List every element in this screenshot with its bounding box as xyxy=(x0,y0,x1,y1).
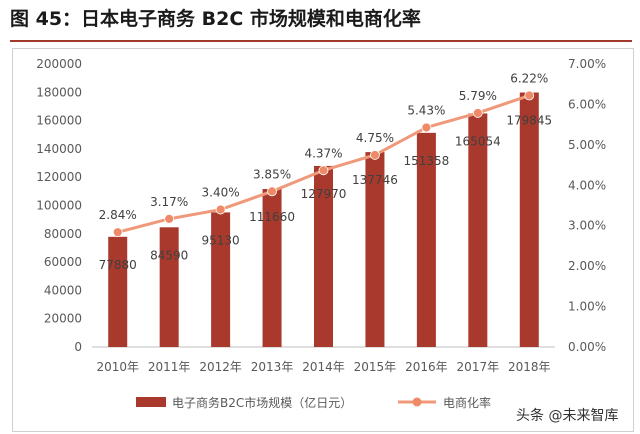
rate-point xyxy=(524,90,535,101)
legend-line-marker xyxy=(412,397,422,407)
x-tick-label: 2014年 xyxy=(302,360,345,374)
y-right-tick-label: 5.00% xyxy=(568,138,606,152)
chart-frame xyxy=(12,48,634,432)
rate-value-label: 3.17% xyxy=(150,195,188,209)
y-left-tick-label: 100000 xyxy=(36,199,82,213)
rate-point xyxy=(370,150,380,160)
y-right-tick-label: 1.00% xyxy=(568,300,606,314)
rate-value-label: 3.40% xyxy=(202,186,240,200)
legend-line-label: 电商化率 xyxy=(443,395,491,410)
bar xyxy=(468,113,488,347)
y-left-tick-label: 40000 xyxy=(44,283,82,297)
rate-value-label: 3.85% xyxy=(253,167,291,181)
x-tick-label: 2012年 xyxy=(199,360,242,374)
bar xyxy=(211,212,231,347)
bar-value-label: 84590 xyxy=(150,248,188,262)
bar xyxy=(108,236,128,347)
rate-point xyxy=(164,213,175,224)
y-left-tick-label: 80000 xyxy=(44,227,82,241)
rate-value-label: 2.84% xyxy=(99,208,137,222)
y-right-tick-label: 2.00% xyxy=(568,259,606,273)
y-right-tick-label: 6.00% xyxy=(568,97,606,111)
y-right-tick-label: 0.00% xyxy=(568,340,606,354)
y-left-tick-label: 200000 xyxy=(36,57,82,71)
x-tick-label: 2018年 xyxy=(508,360,551,374)
bar-value-label: 151358 xyxy=(403,154,449,168)
x-tick-label: 2016年 xyxy=(405,360,448,374)
rate-value-label: 5.79% xyxy=(459,89,497,103)
y-left-tick-label: 160000 xyxy=(36,114,82,128)
bar-value-label: 165054 xyxy=(455,134,501,148)
bar-value-label: 111660 xyxy=(249,210,295,224)
rate-point xyxy=(421,122,432,133)
x-tick-label: 2010年 xyxy=(96,360,139,374)
watermark: 头条 @未来智库 xyxy=(513,405,622,425)
rate-point xyxy=(472,108,483,118)
y-right-tick-label: 4.00% xyxy=(568,178,606,192)
bar-value-label: 95130 xyxy=(202,233,240,247)
rate-point xyxy=(112,227,123,238)
title-divider xyxy=(10,40,632,42)
bar xyxy=(416,132,436,347)
rate-point xyxy=(318,165,329,176)
rate-value-label: 4.75% xyxy=(356,131,394,145)
rate-point xyxy=(267,186,277,197)
rate-value-label: 6.22% xyxy=(510,72,548,86)
bar xyxy=(314,165,333,347)
y-left-tick-label: 180000 xyxy=(36,85,82,99)
y-left-tick-label: 60000 xyxy=(44,255,82,269)
rate-point xyxy=(215,204,226,215)
y-right-tick-label: 3.00% xyxy=(568,219,606,233)
rate-value-label: 4.37% xyxy=(304,146,342,160)
y-right-tick-label: 7.00% xyxy=(568,57,606,71)
bar-value-label: 77880 xyxy=(99,258,137,272)
y-left-tick-label: 20000 xyxy=(44,312,82,326)
rate-value-label: 5.43% xyxy=(407,103,445,117)
y-left-tick-label: 0 xyxy=(74,340,82,354)
x-tick-label: 2015年 xyxy=(354,360,397,374)
bar xyxy=(262,189,282,347)
y-left-tick-label: 120000 xyxy=(36,170,82,184)
bar xyxy=(365,152,385,347)
bar-value-label: 179845 xyxy=(506,114,552,128)
x-tick-label: 2017年 xyxy=(457,360,500,374)
legend-bar-swatch xyxy=(136,397,166,407)
bar xyxy=(519,92,539,348)
bar-value-label: 137746 xyxy=(352,173,398,187)
x-tick-label: 2013年 xyxy=(251,360,294,374)
legend-bar-label: 电子商务B2C市场规模（亿日元） xyxy=(172,395,352,410)
y-left-tick-label: 140000 xyxy=(36,142,82,156)
bar xyxy=(159,227,179,347)
page-title: 图 45：日本电子商务 B2C 市场规模和电商化率 xyxy=(10,8,421,30)
bar-value-label: 127970 xyxy=(301,187,347,201)
x-tick-label: 2011年 xyxy=(148,360,191,374)
